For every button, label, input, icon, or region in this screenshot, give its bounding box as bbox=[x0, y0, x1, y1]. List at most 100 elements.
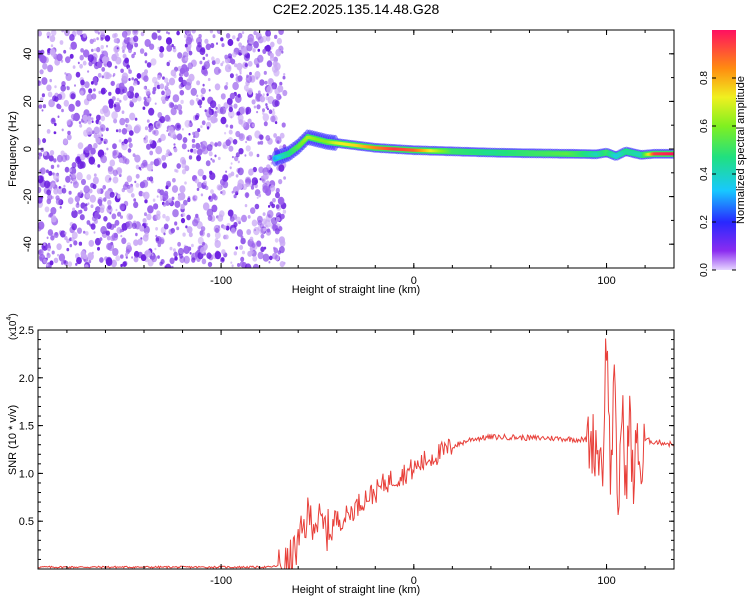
noise-speckle bbox=[180, 217, 186, 224]
noise-speckle bbox=[125, 252, 128, 257]
noise-speckle bbox=[236, 229, 243, 237]
noise-speckle bbox=[46, 129, 51, 134]
noise-speckle bbox=[238, 45, 244, 53]
noise-speckle bbox=[199, 60, 203, 65]
noise-speckle bbox=[245, 89, 248, 92]
noise-speckle bbox=[197, 41, 202, 48]
noise-speckle bbox=[86, 93, 93, 102]
noise-speckle bbox=[231, 264, 234, 268]
noise-speckle bbox=[189, 99, 195, 106]
noise-speckle bbox=[217, 104, 221, 108]
noise-speckle bbox=[282, 75, 286, 80]
noise-speckle bbox=[118, 139, 122, 143]
noise-speckle bbox=[242, 183, 248, 191]
noise-speckle bbox=[104, 152, 107, 155]
noise-speckle bbox=[64, 154, 70, 161]
noise-speckle bbox=[147, 205, 154, 214]
y-tick-label: 40 bbox=[22, 48, 34, 60]
noise-speckle bbox=[121, 72, 129, 81]
noise-speckle bbox=[202, 174, 207, 181]
noise-speckle bbox=[134, 124, 142, 133]
noise-speckle bbox=[220, 116, 227, 125]
noise-speckle bbox=[151, 253, 154, 256]
noise-speckle bbox=[69, 34, 75, 41]
noise-speckle bbox=[250, 207, 256, 215]
noise-speckle bbox=[108, 91, 112, 96]
noise-speckle bbox=[93, 231, 96, 234]
noise-speckle bbox=[268, 171, 272, 176]
noise-speckle bbox=[100, 89, 106, 95]
noise-speckle bbox=[61, 30, 65, 33]
noise-speckle bbox=[174, 122, 182, 131]
noise-speckle bbox=[63, 99, 69, 107]
noise-speckle bbox=[65, 56, 71, 64]
noise-speckle bbox=[171, 265, 174, 268]
noise-speckle bbox=[236, 216, 241, 223]
noise-speckle bbox=[87, 70, 90, 73]
noise-speckle bbox=[250, 185, 255, 190]
noise-speckle bbox=[262, 93, 265, 97]
noise-speckle bbox=[86, 220, 91, 225]
noise-speckle bbox=[230, 261, 233, 264]
noise-speckle bbox=[271, 203, 276, 209]
noise-speckle bbox=[224, 107, 227, 111]
noise-speckle bbox=[67, 261, 73, 267]
noise-speckle bbox=[207, 77, 211, 82]
noise-speckle bbox=[69, 166, 77, 175]
noise-speckle bbox=[205, 109, 212, 118]
noise-speckle bbox=[48, 155, 54, 162]
noise-speckle bbox=[172, 47, 177, 53]
noise-speckle bbox=[262, 48, 267, 55]
noise-speckle bbox=[146, 119, 150, 123]
noise-speckle bbox=[258, 193, 261, 198]
noise-speckle bbox=[64, 166, 70, 173]
noise-speckle bbox=[189, 252, 192, 255]
noise-speckle bbox=[278, 30, 284, 35]
noise-speckle bbox=[155, 146, 163, 155]
noise-speckle bbox=[65, 73, 72, 81]
noise-speckle bbox=[104, 89, 108, 93]
noise-speckle bbox=[174, 221, 178, 226]
noise-speckle bbox=[157, 255, 160, 259]
noise-speckle bbox=[261, 35, 267, 43]
noise-speckle bbox=[90, 204, 94, 208]
noise-speckle bbox=[121, 142, 128, 151]
noise-speckle bbox=[168, 101, 174, 109]
noise-speckle bbox=[220, 257, 225, 263]
noise-speckle bbox=[169, 257, 175, 265]
noise-speckle bbox=[262, 108, 265, 113]
noise-speckle bbox=[109, 191, 115, 198]
noise-speckle bbox=[251, 99, 256, 105]
noise-speckle bbox=[75, 100, 81, 107]
noise-speckle bbox=[236, 37, 240, 42]
noise-speckle bbox=[157, 75, 161, 80]
noise-speckle bbox=[273, 68, 280, 77]
noise-speckle bbox=[115, 129, 119, 133]
noise-speckle bbox=[120, 68, 124, 74]
noise-speckle bbox=[199, 105, 202, 108]
noise-speckle bbox=[232, 35, 236, 40]
noise-speckle bbox=[129, 100, 133, 105]
noise-speckle bbox=[165, 263, 172, 268]
noise-speckle bbox=[144, 199, 148, 204]
noise-speckle bbox=[171, 230, 174, 234]
noise-speckle bbox=[77, 142, 84, 150]
noise-speckle bbox=[170, 107, 177, 116]
noise-speckle bbox=[210, 115, 217, 124]
noise-speckle bbox=[228, 106, 233, 113]
noise-speckle bbox=[85, 192, 91, 199]
noise-speckle bbox=[79, 54, 84, 61]
noise-speckle bbox=[247, 36, 255, 45]
noise-speckle bbox=[99, 207, 105, 214]
noise-speckle bbox=[162, 76, 165, 80]
noise-speckle bbox=[110, 80, 116, 87]
noise-speckle bbox=[47, 35, 50, 39]
noise-speckle bbox=[237, 93, 241, 98]
noise-speckle bbox=[241, 214, 247, 223]
y-tick-label: 0 bbox=[22, 146, 34, 152]
noise-speckle bbox=[112, 74, 115, 78]
noise-speckle bbox=[76, 172, 83, 181]
noise-speckle bbox=[53, 257, 59, 264]
noise-speckle bbox=[169, 246, 173, 251]
noise-speckle bbox=[282, 209, 287, 214]
